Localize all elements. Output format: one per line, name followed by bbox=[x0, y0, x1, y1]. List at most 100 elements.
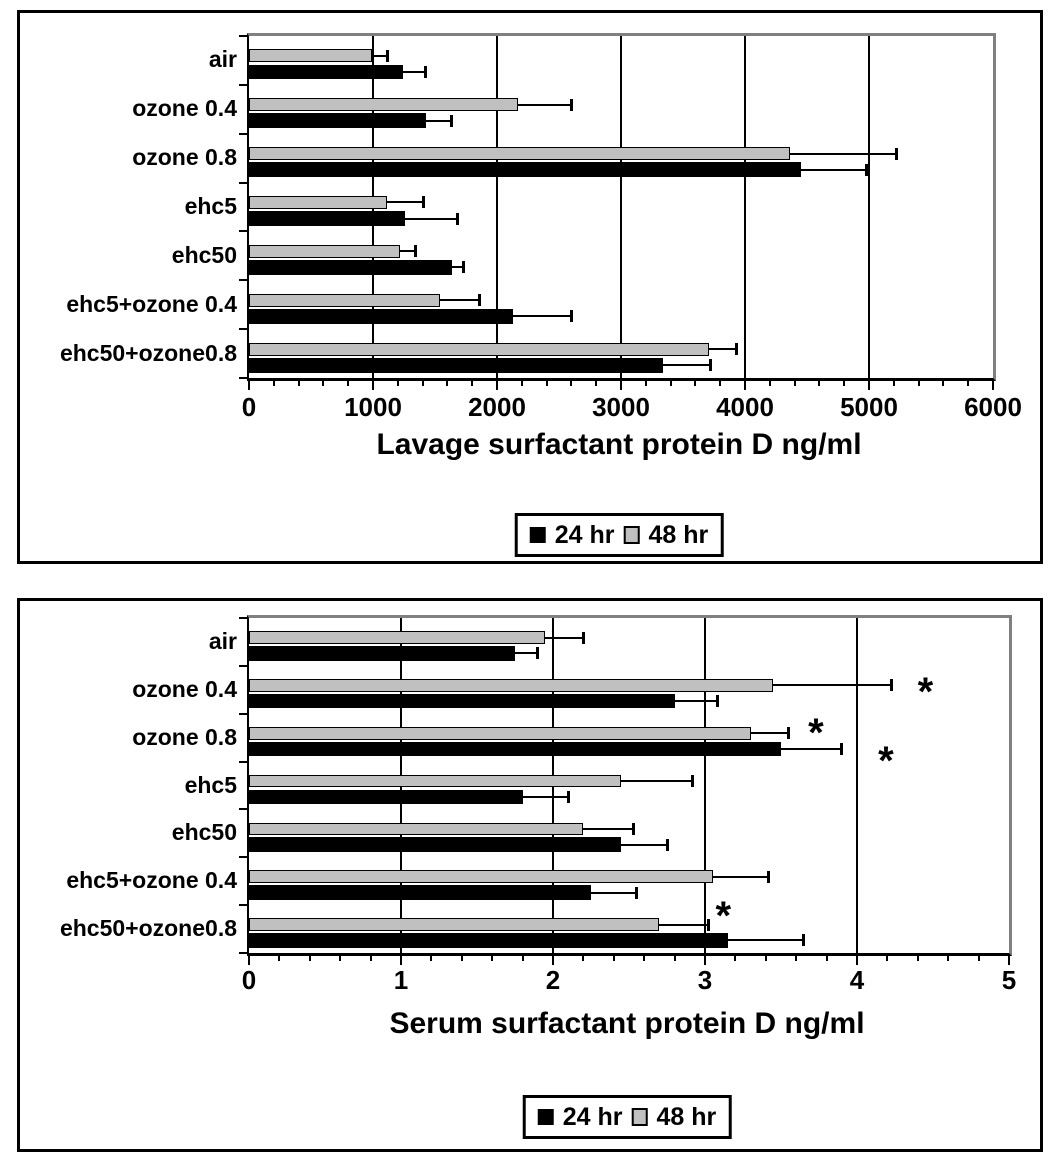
error-bar-cap bbox=[635, 886, 639, 899]
error-bar bbox=[727, 939, 804, 942]
error-bar bbox=[399, 250, 416, 253]
error-bar-cap bbox=[840, 743, 844, 755]
error-bar-cap bbox=[734, 343, 738, 356]
significance-asterisk: * bbox=[917, 669, 934, 714]
error-bar-cap bbox=[715, 695, 719, 708]
error-bar bbox=[518, 103, 572, 106]
x-axis-minor-tick bbox=[917, 381, 920, 386]
error-bar bbox=[591, 891, 637, 894]
error-bar-cap bbox=[569, 98, 573, 111]
bar-24hr-ehc50 bbox=[249, 260, 453, 275]
x-axis-minor-tick bbox=[520, 381, 523, 386]
y-axis-category-tick bbox=[239, 230, 247, 233]
x-axis-minor-tick bbox=[886, 956, 889, 961]
x-axis-minor-tick bbox=[491, 956, 494, 961]
legend-swatch-24hr bbox=[529, 527, 546, 543]
error-bar-cap bbox=[569, 310, 573, 323]
x-axis-minor-tick bbox=[297, 381, 300, 386]
error-bar-cap bbox=[414, 245, 418, 258]
x-axis-major-tick bbox=[868, 381, 870, 390]
error-bar-cap bbox=[665, 838, 669, 851]
error-bar-cap bbox=[787, 727, 791, 740]
error-bar bbox=[402, 71, 426, 74]
significance-asterisk: * bbox=[878, 738, 894, 783]
category-label: ozone 0.4 bbox=[132, 95, 237, 122]
category-label: ozone 0.8 bbox=[132, 723, 237, 750]
error-bar-cap bbox=[865, 163, 869, 176]
x-axis-major-tick bbox=[620, 381, 622, 390]
gridline bbox=[868, 36, 870, 378]
x-axis-minor-tick bbox=[308, 956, 311, 961]
gridline bbox=[620, 36, 622, 378]
bar-24hr-ehc50+ozone0.8 bbox=[249, 933, 728, 948]
error-bar bbox=[522, 795, 569, 798]
x-axis-minor-tick bbox=[322, 381, 325, 386]
x-axis-minor-tick bbox=[430, 956, 433, 961]
bar-24hr-air bbox=[249, 645, 515, 661]
error-bar bbox=[439, 299, 479, 302]
error-bar bbox=[659, 923, 709, 926]
category-label: ehc50 bbox=[171, 819, 237, 846]
bar-48hr-ehc5 bbox=[249, 196, 387, 209]
error-bar-cap bbox=[706, 918, 710, 931]
bar-48hr-air bbox=[249, 49, 372, 63]
x-axis-minor-tick bbox=[734, 956, 737, 961]
x-axis-minor-tick bbox=[916, 956, 919, 961]
bar-48hr-air bbox=[249, 631, 546, 644]
legend-label-24hr: 24 hr bbox=[554, 521, 615, 549]
bar-24hr-ehc50+ozone0.8 bbox=[249, 357, 664, 373]
bar-24hr-ozone 0.8 bbox=[249, 162, 801, 178]
lavage-legend: 24 hr 48 hr bbox=[514, 513, 724, 557]
serum-axis-title: Serum surfactant protein D ng/ml bbox=[389, 1007, 865, 1040]
bar-48hr-ozone 0.8 bbox=[249, 726, 751, 740]
y-axis-category-tick bbox=[239, 712, 247, 715]
error-bar bbox=[800, 168, 867, 171]
x-axis-minor-tick bbox=[421, 381, 424, 386]
category-label: ehc5+ozone 0.4 bbox=[66, 867, 237, 894]
gridline bbox=[496, 36, 498, 378]
error-bar-cap bbox=[462, 261, 466, 274]
x-axis-tick-label: 6000 bbox=[964, 392, 1022, 422]
category-label: ozone 0.4 bbox=[132, 675, 237, 702]
x-axis-minor-tick bbox=[446, 381, 449, 386]
x-axis-major-tick bbox=[552, 956, 554, 965]
x-axis-tick-label: 0 bbox=[241, 965, 257, 995]
error-bar bbox=[426, 119, 452, 122]
error-bar bbox=[781, 748, 842, 750]
error-bar bbox=[709, 348, 737, 351]
category-label: ehc50 bbox=[171, 241, 237, 268]
error-bar bbox=[621, 843, 667, 846]
x-axis-minor-tick bbox=[471, 381, 474, 386]
error-bar-cap bbox=[477, 294, 481, 307]
category-label: ehc50+ozone0.8 bbox=[59, 915, 237, 942]
category-label: ehc50+ozone0.8 bbox=[59, 339, 237, 366]
x-axis-minor-tick bbox=[719, 381, 722, 386]
error-bar-cap bbox=[385, 49, 389, 62]
error-bar bbox=[371, 54, 388, 57]
error-bar bbox=[621, 780, 693, 783]
x-axis-tick-label: 0 bbox=[241, 392, 257, 422]
x-axis-tick-label: 3 bbox=[697, 965, 713, 995]
category-label: ehc5+ozone 0.4 bbox=[66, 290, 237, 317]
x-axis-tick-label: 4 bbox=[849, 965, 865, 995]
x-axis-major-tick bbox=[856, 956, 858, 965]
x-axis-minor-tick bbox=[339, 956, 342, 961]
x-axis-minor-tick bbox=[892, 381, 895, 386]
error-bar bbox=[674, 700, 718, 703]
x-axis-tick-label: 2000 bbox=[468, 392, 526, 422]
bar-48hr-ehc5 bbox=[249, 774, 622, 788]
category-label: ehc5 bbox=[184, 771, 237, 798]
bar-48hr-ehc50 bbox=[249, 822, 584, 836]
bar-24hr-ehc5+ozone 0.4 bbox=[249, 308, 514, 324]
gridline bbox=[856, 618, 858, 953]
error-bar bbox=[545, 636, 584, 639]
bar-24hr-ehc5+ozone 0.4 bbox=[249, 885, 591, 900]
y-axis-category-tick bbox=[239, 856, 247, 859]
x-axis-minor-tick bbox=[764, 956, 767, 961]
x-axis-minor-tick bbox=[977, 956, 980, 961]
legend-label-48hr: 48 hr bbox=[648, 521, 709, 549]
gridline bbox=[744, 36, 746, 378]
x-axis-tick-label: 4000 bbox=[716, 392, 774, 422]
error-bar-cap bbox=[709, 359, 713, 372]
